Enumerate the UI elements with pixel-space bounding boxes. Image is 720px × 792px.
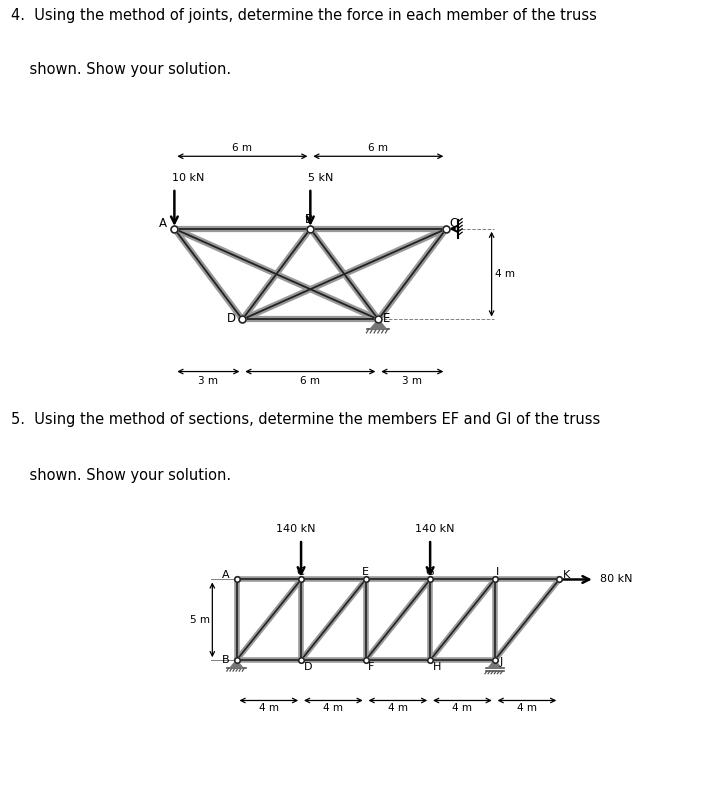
Polygon shape [370, 319, 386, 329]
Text: 10 kN: 10 kN [172, 173, 204, 184]
Text: 4 m: 4 m [258, 703, 279, 714]
Text: A: A [222, 570, 230, 580]
Text: B: B [305, 213, 312, 227]
Text: 80 kN: 80 kN [600, 574, 632, 584]
Text: C: C [450, 216, 458, 230]
Text: C: C [296, 566, 304, 577]
Text: I: I [496, 566, 500, 577]
Text: D: D [227, 312, 235, 325]
Text: 4 m: 4 m [517, 703, 537, 714]
Text: shown. Show your solution.: shown. Show your solution. [11, 63, 231, 78]
Text: 4 m: 4 m [452, 703, 472, 714]
Text: 4 m: 4 m [323, 703, 343, 714]
Text: E: E [362, 566, 369, 577]
Text: G: G [426, 566, 434, 577]
Text: 4 m: 4 m [495, 269, 515, 279]
Text: 140 kN: 140 kN [415, 524, 455, 535]
Text: shown. Show your solution.: shown. Show your solution. [11, 468, 231, 483]
Text: 3 m: 3 m [402, 375, 423, 386]
Text: D: D [304, 662, 312, 672]
Text: 5 kN: 5 kN [308, 173, 333, 184]
Text: 4 m: 4 m [388, 703, 408, 714]
Text: 6 m: 6 m [369, 143, 388, 153]
Polygon shape [488, 661, 501, 668]
Text: 5 m: 5 m [190, 615, 210, 625]
Text: 140 kN: 140 kN [276, 524, 316, 535]
Text: H: H [433, 662, 441, 672]
Text: A: A [158, 216, 166, 230]
Text: K: K [562, 570, 570, 580]
Text: 4.  Using the method of joints, determine the force in each member of the truss: 4. Using the method of joints, determine… [11, 8, 597, 23]
Text: 5.  Using the method of sections, determine the members EF and GI of the truss: 5. Using the method of sections, determi… [11, 412, 600, 427]
Text: B: B [222, 655, 230, 665]
Text: J: J [500, 657, 503, 667]
Text: E: E [383, 312, 390, 325]
Text: 3 m: 3 m [199, 375, 218, 386]
Polygon shape [230, 661, 243, 668]
Text: 6 m: 6 m [233, 143, 253, 153]
Text: F: F [368, 662, 374, 672]
Text: 6 m: 6 m [300, 375, 320, 386]
